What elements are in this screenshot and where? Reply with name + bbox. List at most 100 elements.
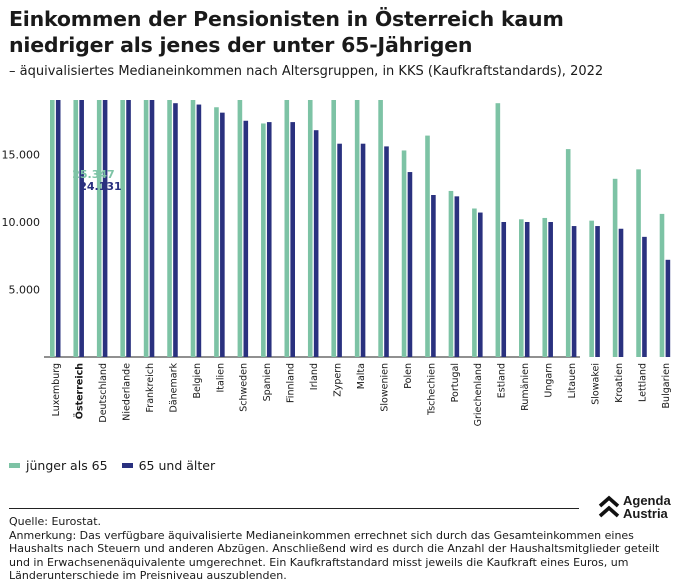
bar-young [167,100,172,358]
x-category-label: Österreich [75,363,86,419]
y-tick-label: 15.000 [2,149,41,162]
legend-swatch-young [9,463,20,468]
bar-young [50,100,55,357]
bar-young [237,100,243,358]
bar-old [548,222,553,357]
bar-old [407,172,413,357]
bar-old [431,195,436,357]
legend-label-old: 65 und älter [138,458,216,473]
logo-line-2: Austria [623,506,668,521]
x-category-label: Zypern [333,363,344,397]
bar-young [307,100,313,357]
bar-young [472,208,477,357]
x-category-label: Estland [497,363,508,398]
bar-young [354,100,360,357]
annotation-old-value: 24.131 [79,180,121,193]
x-category-label: Spanien [262,363,273,401]
bar-young [96,100,102,358]
bar-old [618,228,624,357]
x-category-label: Italien [215,363,226,393]
y-tick-label: 10.000 [2,216,41,229]
bar-young [448,190,454,357]
logo-chevrons-icon [598,495,620,518]
bar-old [79,100,84,357]
bar-young [659,213,665,357]
bar-old [337,143,342,357]
chart-subtitle: – äquivalisiertes Medianeinkommen nach A… [9,64,604,79]
bar-old [290,122,295,357]
bar-young [612,178,618,357]
agenda-austria-logo: Agenda Austria [598,494,671,520]
bar-young [120,100,125,357]
bar-old [55,100,61,357]
legend-item-old: 65 und älter [121,458,216,473]
bar-young [261,123,266,357]
annotation-young-value: 25.347 [72,168,114,181]
bar-old [454,196,460,357]
x-category-label: Malta [356,363,367,389]
bar-old [173,103,178,357]
legend: jünger als 65 65 und älter [9,458,229,473]
x-category-label: Portugal [450,363,461,402]
bar-young [542,217,548,357]
x-category-label: Frankreich [145,363,156,412]
x-axis-categories: Luxemburg Österreich Deutschland Niederland… [51,363,672,427]
bar-old [149,100,155,358]
bar-old [501,222,507,357]
bar-young [636,169,641,357]
x-category-label: Polen [403,363,414,389]
bar-old [642,236,647,357]
bar-old [595,226,600,357]
bar-old [243,120,249,357]
x-category-label: Luxemburg [51,363,62,416]
bar-young [143,100,149,357]
logo-line-1: Agenda [623,493,671,508]
bar-young [589,220,594,357]
remark-note: Anmerkung: Das verfügbare äquivalisierte… [9,528,660,583]
bar-old [266,122,272,357]
bar-young [425,135,430,357]
x-category-label: Finnland [286,363,297,403]
bar-old [524,222,530,357]
bars-group [50,100,671,358]
bar-old [384,146,389,357]
x-category-label: Ungarn [544,363,555,398]
bar-young [73,100,79,358]
bar-old [571,226,577,357]
bar-old [220,112,225,358]
legend-label-young: jünger als 65 [26,458,108,473]
bar-old [665,259,671,357]
footnotes: Quelle: Eurostat. Anmerkung: Das verfügb… [9,515,674,583]
x-category-label: Niederlande [121,363,132,421]
bar-young [565,149,571,357]
bar-young [284,100,290,358]
bar-young [331,100,336,357]
bar-old [102,100,108,357]
bar-young [519,219,524,357]
bar-young [495,103,501,357]
x-category-label: Dänemark [168,363,179,413]
bar-old [196,104,202,357]
x-category-label: Bulgarien [661,363,672,408]
bar-old [313,130,319,357]
legend-swatch-old [121,463,133,468]
x-category-label: Slowenien [379,363,390,412]
x-category-label: Deutschland [98,363,109,423]
x-category-label: Griechenland [473,363,484,426]
x-category-label: Kroatien [614,363,625,403]
bar-young [401,150,407,357]
source-note: Quelle: Eurostat. [9,515,102,528]
x-category-label: Lettland [637,363,648,402]
bar-young [214,107,219,357]
x-category-label: Irland [309,363,320,390]
x-category-label: Rumänien [520,363,531,411]
x-category-label: Litauen [567,363,578,398]
bar-young [378,100,383,357]
y-tick-label: 5.000 [9,284,41,297]
x-category-label: Schweden [239,363,250,412]
bar-young [190,100,196,358]
bar-old [126,100,131,358]
x-category-label: Belgien [192,363,203,399]
x-category-label: Tschechien [426,363,437,416]
